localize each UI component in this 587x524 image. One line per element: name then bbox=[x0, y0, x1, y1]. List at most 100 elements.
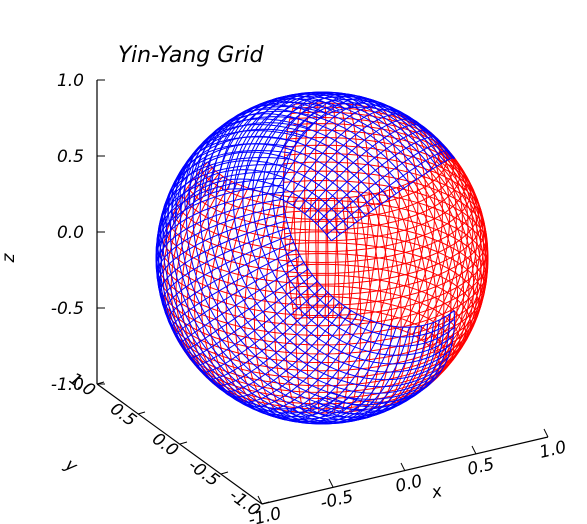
grid-line-longitude bbox=[199, 286, 323, 373]
z-tick-label: 1.0 bbox=[57, 71, 84, 91]
grid-line-longitude bbox=[402, 185, 437, 401]
grid-line-longitude bbox=[199, 104, 323, 199]
grid-line-longitude bbox=[321, 317, 445, 412]
x-axis-ticks bbox=[257, 428, 549, 505]
y-tick-mark bbox=[96, 381, 105, 385]
yin-grid-series bbox=[160, 102, 489, 414]
grid-line-longitude bbox=[321, 143, 445, 230]
y-tick-mark bbox=[137, 411, 146, 415]
z-tick-label: -1.0 bbox=[51, 375, 84, 395]
grid-line-longitude bbox=[315, 136, 440, 224]
x-tick-mark bbox=[471, 445, 477, 455]
grid-line-longitude bbox=[155, 198, 284, 282]
grid-line-longitude bbox=[286, 327, 410, 425]
x-tick-mark bbox=[400, 462, 406, 472]
grid-line-longitude bbox=[395, 113, 427, 329]
grid-line-longitude bbox=[234, 313, 358, 408]
grid-line-longitude bbox=[376, 108, 400, 323]
grid-line-longitude bbox=[156, 177, 285, 261]
grid-line-longitude bbox=[221, 306, 346, 398]
grid-line-longitude bbox=[175, 255, 301, 338]
grid-line-longitude bbox=[155, 191, 284, 275]
x-tick-mark bbox=[543, 428, 549, 438]
grid-line-longitude bbox=[324, 102, 327, 318]
y-axis-label: y bbox=[60, 454, 81, 477]
grid-line-longitude bbox=[210, 297, 334, 386]
grid-line-longitude bbox=[228, 310, 352, 403]
grid-line-longitude bbox=[167, 241, 294, 325]
grid-line-longitude bbox=[260, 95, 384, 192]
z-tick-label: 0.5 bbox=[57, 147, 84, 167]
chart-title: Yin-Yang Grid bbox=[118, 43, 264, 68]
grid-line-longitude bbox=[225, 189, 255, 405]
grid-line-longitude bbox=[171, 248, 297, 332]
grid-line-longitude bbox=[167, 143, 294, 230]
grid-line-longitude bbox=[247, 92, 371, 190]
grid-line-longitude bbox=[317, 198, 320, 414]
grid-line-longitude bbox=[363, 195, 383, 411]
grid-line-longitude bbox=[193, 181, 233, 397]
x-tick-label: -1.0 bbox=[246, 504, 283, 524]
grid-line-longitude bbox=[179, 262, 305, 345]
grid-line-longitude bbox=[396, 187, 429, 403]
grid-line-longitude bbox=[184, 268, 309, 352]
grid-line-longitude bbox=[339, 103, 349, 318]
grid-line-longitude bbox=[157, 171, 286, 254]
grid-line-longitude bbox=[354, 104, 370, 320]
grid-line-longitude bbox=[217, 187, 249, 403]
y-tick-mark bbox=[179, 441, 188, 445]
grid-line-longitude bbox=[228, 92, 352, 190]
z-tick-label: -0.5 bbox=[51, 299, 84, 319]
y-tick-label: 1.0 bbox=[65, 369, 99, 401]
grid-line-longitude bbox=[406, 117, 443, 333]
grid-line-longitude bbox=[433, 136, 481, 352]
grid-line-longitude bbox=[384, 191, 411, 407]
grid-line-longitude bbox=[292, 326, 416, 424]
z-axis-label: z bbox=[0, 252, 19, 263]
y-tick-label: -0.5 bbox=[184, 455, 223, 491]
grid-line-longitude bbox=[315, 320, 440, 416]
grid-line-longitude bbox=[194, 280, 318, 366]
grid-line-longitude bbox=[253, 322, 378, 419]
grid-line-longitude bbox=[304, 324, 429, 421]
sphere-wireframe bbox=[155, 91, 489, 425]
grid-line-longitude bbox=[273, 100, 397, 197]
y-tick-label: 0.0 bbox=[148, 429, 182, 461]
grid-line-longitude bbox=[407, 183, 445, 399]
grid-line-longitude bbox=[273, 326, 397, 424]
y-tick-mark bbox=[220, 471, 229, 475]
grid-line-longitude bbox=[310, 130, 434, 219]
grid-line-longitude bbox=[189, 274, 313, 359]
grid-line-longitude bbox=[431, 133, 478, 349]
grid-line-longitude bbox=[298, 118, 423, 210]
grid-line-longitude bbox=[279, 104, 404, 199]
z-axis-ticks bbox=[97, 79, 105, 385]
x-tick-label: 0.5 bbox=[465, 454, 496, 480]
grid-line-longitude bbox=[310, 322, 434, 419]
grid-line-longitude bbox=[234, 91, 358, 189]
grid-line-longitude bbox=[210, 97, 334, 194]
grid-line-longitude bbox=[295, 198, 305, 413]
grid-line-longitude bbox=[179, 123, 305, 214]
grid-line-longitude bbox=[389, 111, 419, 327]
grid-line-longitude bbox=[292, 113, 416, 206]
grid-line-longitude bbox=[266, 97, 391, 194]
grid-line-longitude bbox=[164, 150, 291, 235]
grid-line-longitude bbox=[204, 292, 329, 380]
grid-line-longitude bbox=[331, 157, 455, 242]
grid-line-longitude bbox=[175, 130, 301, 219]
grid-line-longitude bbox=[362, 105, 380, 321]
z-tick-label: 0.0 bbox=[57, 223, 84, 243]
x-tick-mark bbox=[257, 495, 263, 505]
grid-line-longitude bbox=[161, 157, 289, 241]
grid-line-longitude bbox=[201, 183, 238, 399]
grid-line-longitude bbox=[436, 161, 485, 377]
x-tick-mark bbox=[328, 478, 334, 488]
grid-line-longitude bbox=[215, 95, 340, 192]
grid-line-longitude bbox=[240, 317, 365, 412]
grid-line-longitude bbox=[286, 108, 410, 203]
grid-line-longitude bbox=[260, 324, 384, 421]
grid-line-longitude bbox=[424, 127, 469, 343]
